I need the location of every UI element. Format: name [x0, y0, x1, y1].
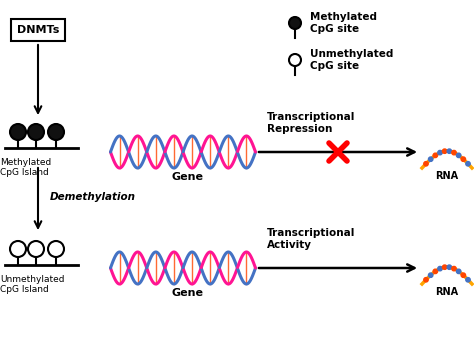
- Circle shape: [48, 124, 64, 140]
- Text: Gene: Gene: [172, 288, 204, 298]
- Text: Unmethylated
CpG site: Unmethylated CpG site: [310, 49, 393, 71]
- Circle shape: [428, 157, 433, 162]
- Text: Gene: Gene: [172, 172, 204, 182]
- Circle shape: [424, 162, 428, 166]
- Circle shape: [433, 153, 438, 157]
- Circle shape: [461, 157, 465, 162]
- Text: Transcriptional
Activity: Transcriptional Activity: [267, 228, 356, 250]
- Circle shape: [442, 149, 447, 153]
- Circle shape: [289, 54, 301, 66]
- Text: DNMTs: DNMTs: [17, 25, 59, 35]
- Circle shape: [438, 151, 442, 155]
- Circle shape: [10, 124, 26, 140]
- Circle shape: [424, 277, 428, 282]
- Circle shape: [447, 149, 452, 153]
- Circle shape: [433, 269, 438, 274]
- Circle shape: [438, 267, 442, 271]
- Circle shape: [28, 124, 44, 140]
- Text: Unmethylated
CpG Island: Unmethylated CpG Island: [0, 275, 64, 294]
- Circle shape: [461, 273, 465, 277]
- FancyBboxPatch shape: [11, 19, 65, 41]
- Text: RNA: RNA: [436, 171, 458, 181]
- Circle shape: [48, 241, 64, 257]
- Circle shape: [428, 273, 433, 277]
- Circle shape: [442, 265, 447, 269]
- Text: Methylated
CpG Island: Methylated CpG Island: [0, 158, 51, 177]
- Text: Demethylation: Demethylation: [50, 192, 136, 202]
- Circle shape: [10, 241, 26, 257]
- Circle shape: [452, 151, 456, 155]
- Circle shape: [447, 265, 452, 269]
- Circle shape: [452, 267, 456, 271]
- Circle shape: [456, 153, 461, 157]
- Circle shape: [28, 241, 44, 257]
- Text: RNA: RNA: [436, 287, 458, 297]
- Circle shape: [456, 269, 461, 274]
- Circle shape: [289, 17, 301, 29]
- Circle shape: [466, 162, 470, 166]
- Circle shape: [466, 277, 470, 282]
- Text: Methylated
CpG site: Methylated CpG site: [310, 12, 377, 34]
- Text: Transcriptional
Repression: Transcriptional Repression: [267, 112, 356, 134]
